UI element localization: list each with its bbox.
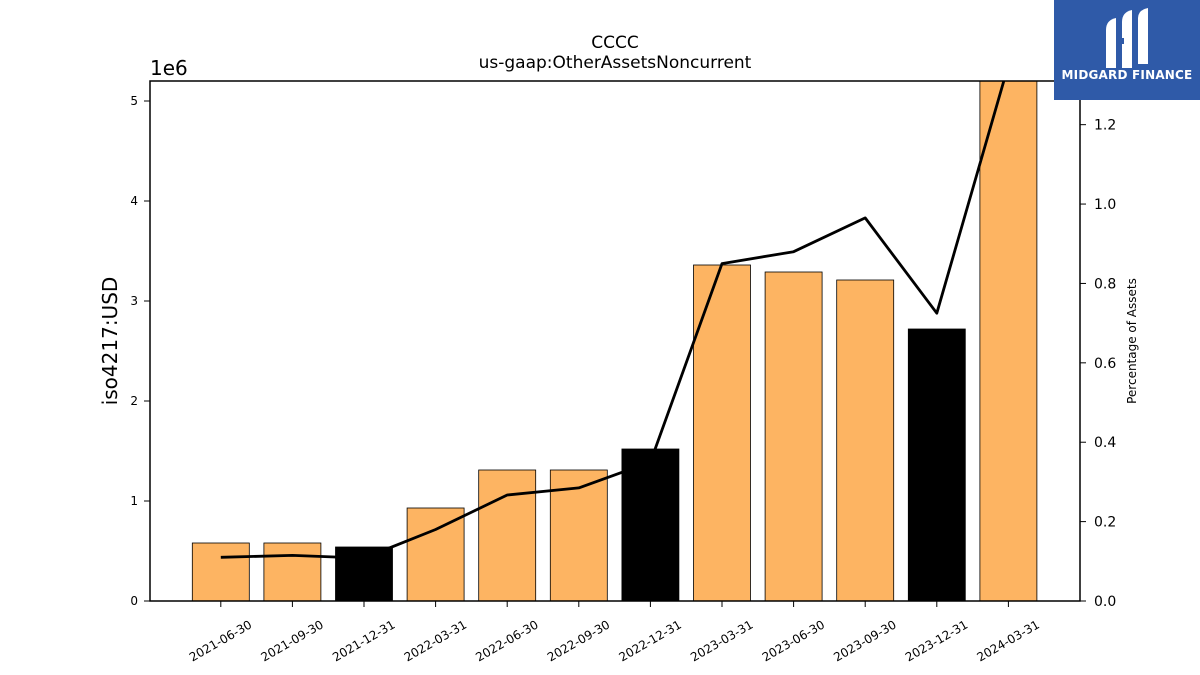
x-tick-label: 2022-06-30 (473, 617, 540, 664)
bar-2021-09-30 (263, 542, 322, 601)
bar-2021-06-30 (191, 542, 250, 601)
bar-2023-06-30 (764, 271, 823, 601)
y2-tick-label: 0.2 (1094, 515, 1116, 531)
x-tick-label: 2022-09-30 (545, 617, 612, 664)
chart-subtitle: us-gaap:OtherAssetsNoncurrent (479, 53, 752, 73)
y2-tick-label: 0.0 (1094, 594, 1116, 610)
bar-2022-09-30 (549, 469, 608, 601)
y-axis-multiplier: 1e6 (150, 56, 188, 80)
x-tick-label: 2023-09-30 (831, 617, 898, 664)
midgard-logo-icon (1106, 8, 1148, 68)
y2-tick-label: 1.0 (1094, 197, 1116, 213)
percentage-line (220, 81, 1006, 560)
bar-series (191, 81, 1038, 601)
bar-2022-06-30 (478, 469, 537, 601)
y-axis-label: iso4217:USD (98, 277, 122, 406)
y2-tick-label: 0.4 (1094, 435, 1116, 451)
y-tick-label: 1 (130, 494, 138, 508)
y-tick-label: 2 (130, 394, 138, 408)
brand-logo: MIDGARD FINANCE (1054, 0, 1200, 100)
x-tick-label: 2021-09-30 (258, 617, 325, 664)
x-tick-label: 2022-03-31 (402, 617, 469, 664)
percentage-line-series (220, 81, 1006, 560)
bar-2023-12-31 (907, 328, 966, 601)
x-tick-label: 2022-12-31 (616, 617, 683, 664)
y-tick-label: 4 (130, 194, 138, 208)
y2-tick-label: 1.2 (1094, 118, 1116, 134)
y2-axis-label: Percentage of Assets (1125, 278, 1139, 404)
brand-name: MIDGARD FINANCE (1061, 68, 1193, 82)
x-tick-label: 2023-06-30 (760, 617, 827, 664)
bar-2022-03-31 (406, 507, 465, 601)
plot-frame (149, 80, 1081, 602)
bar-2021-12-31 (335, 546, 393, 601)
y2-axis-ticks: 0.0 0.2 0.4 0.6 0.8 1.0 1.2 (1080, 118, 1116, 610)
y2-tick-label: 0.8 (1094, 276, 1116, 292)
x-tick-label: 2023-12-31 (903, 617, 970, 664)
y-axis-ticks: 0 1 2 3 4 5 (130, 94, 150, 608)
bar-2022-12-31 (621, 448, 680, 601)
x-axis-ticks: 2021-06-30 2021-09-30 2021-12-31 2022-03-31… (187, 601, 1042, 664)
x-tick-label: 2024-03-31 (974, 617, 1041, 664)
x-tick-label: 2021-12-31 (330, 617, 397, 664)
y-tick-label: 5 (130, 94, 138, 108)
chart-title: CCCC (591, 33, 638, 53)
x-tick-label: 2021-06-30 (187, 617, 254, 664)
bar-2023-09-30 (836, 279, 895, 601)
bar-2024-03-31 (979, 81, 1038, 601)
bar-2023-03-31 (693, 264, 751, 601)
y-tick-label: 0 (130, 594, 138, 608)
y-tick-label: 3 (130, 294, 138, 308)
y2-tick-label: 0.6 (1094, 356, 1116, 372)
x-tick-label: 2023-03-31 (688, 617, 755, 664)
